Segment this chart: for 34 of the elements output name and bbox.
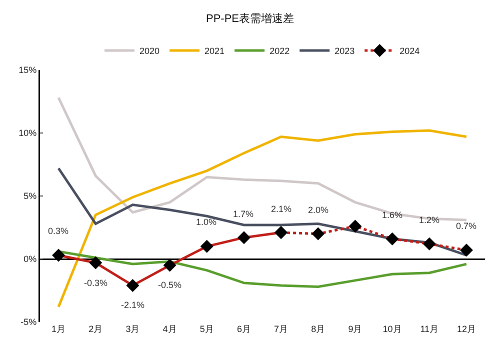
chart-title: PP-PE表需增速差 (206, 12, 294, 26)
y-tick-label: 0% (24, 254, 37, 264)
x-tick-label: 6月 (236, 324, 251, 334)
x-tick-label: 3月 (126, 324, 140, 334)
legend-label: 2020 (140, 46, 160, 56)
x-tick-label: 9月 (348, 324, 362, 334)
data-label: 0.7% (456, 221, 477, 231)
x-tick-label: 5月 (200, 324, 214, 334)
y-tick-label: 15% (18, 65, 37, 76)
data-label: 1.7% (233, 209, 254, 219)
legend-label: 2021 (204, 46, 225, 56)
data-label: -0.3% (84, 278, 108, 288)
legend-label: 2022 (270, 46, 290, 56)
legend-label: 2023 (334, 46, 355, 56)
y-tick-label: 10% (18, 128, 37, 138)
x-tick-label: 4月 (162, 324, 177, 334)
data-label: -0.5% (158, 280, 182, 290)
data-label: 1.6% (382, 210, 403, 220)
y-tick-label: -5% (20, 317, 37, 328)
x-tick-label: 10月 (382, 324, 402, 334)
data-label: 0.3% (48, 226, 69, 236)
x-tick-label: 1月 (52, 324, 66, 334)
data-label: 1.0% (196, 217, 217, 227)
x-tick-label: 7月 (274, 324, 288, 334)
data-label: 2.1% (271, 204, 292, 214)
x-tick-label: 8月 (311, 324, 326, 334)
data-label: 2.0% (308, 205, 329, 215)
x-tick-label: 12月 (456, 324, 476, 334)
data-label: 1.2% (419, 215, 440, 225)
data-label: -2.1% (121, 300, 145, 310)
legend-label: 2024 (400, 46, 420, 56)
x-tick-label: 2月 (88, 324, 103, 334)
y-tick-label: 5% (24, 191, 37, 202)
x-tick-label: 11月 (420, 324, 439, 334)
